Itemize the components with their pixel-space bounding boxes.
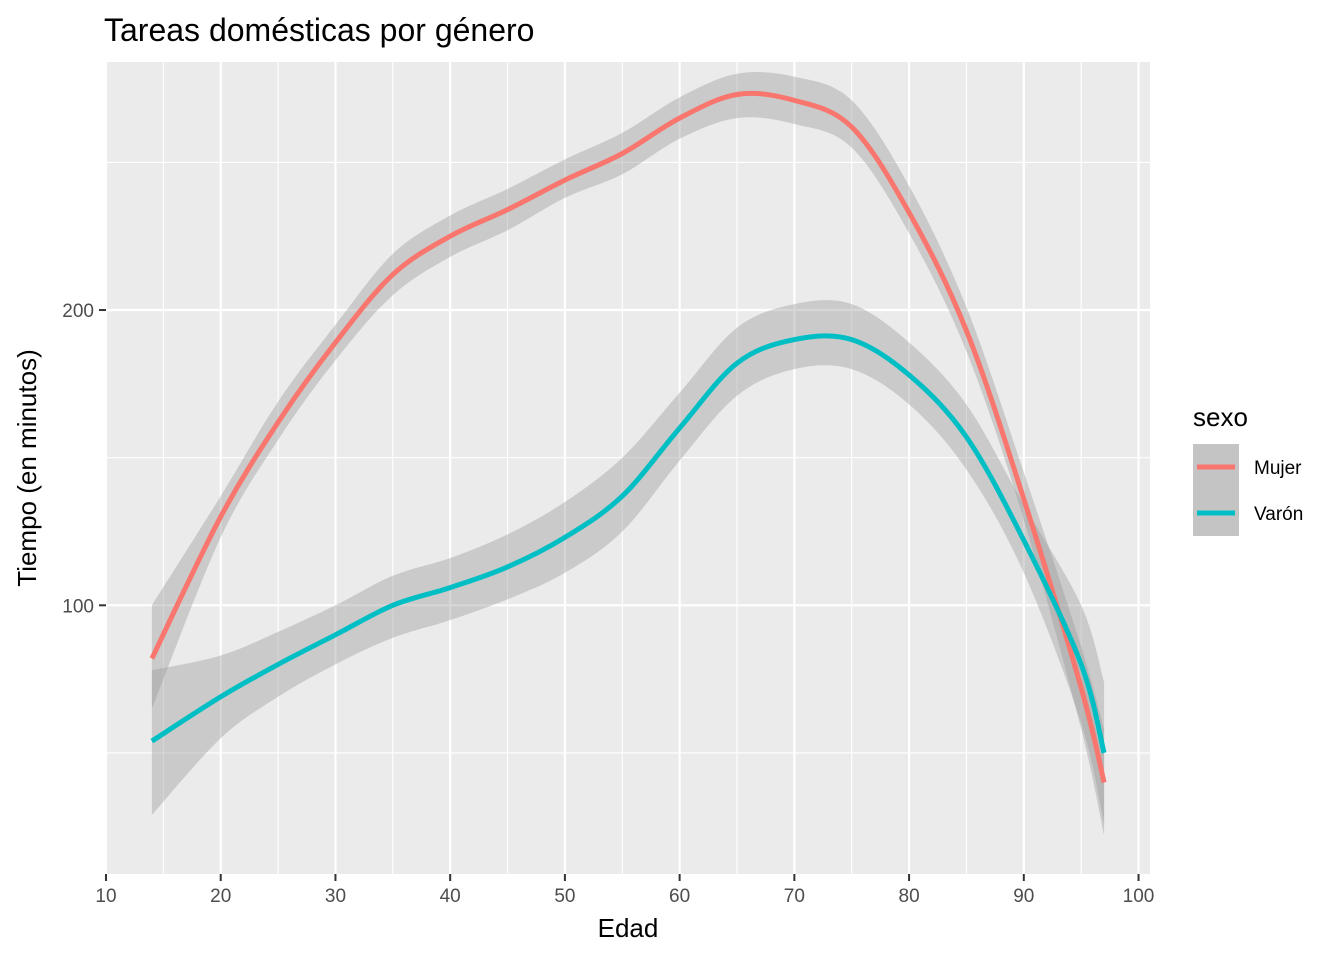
legend-title: sexo <box>1193 402 1248 432</box>
legend-label: Mujer <box>1254 458 1302 479</box>
x-tick-label: 70 <box>784 886 805 907</box>
x-tick-label: 80 <box>899 886 920 907</box>
series-line-varón <box>150 333 1107 754</box>
legend: sexo Mujer Varón <box>1193 402 1303 536</box>
x-axis: 10 20 30 40 50 60 70 80 90 100 <box>95 874 1154 907</box>
y-tick-label: 100 <box>62 596 94 617</box>
y-axis-title: Tiempo (en minutos) <box>12 349 42 586</box>
y-tick-label: 200 <box>62 301 94 322</box>
legend-item-varón: Varón <box>1193 490 1303 536</box>
series-line-mujer <box>149 90 1107 784</box>
chart-title: Tareas domésticas por género <box>104 12 534 48</box>
x-tick-label: 20 <box>210 886 231 907</box>
legend-item-mujer: Mujer <box>1193 444 1302 490</box>
legend-label: Varón <box>1254 504 1303 525</box>
series-lines <box>149 90 1107 784</box>
x-tick-label: 60 <box>669 886 690 907</box>
x-axis-title: Edad <box>598 913 659 943</box>
grid-major <box>104 62 1150 874</box>
ribbon-mujer <box>151 72 1105 836</box>
plot-panel <box>106 62 1150 874</box>
x-tick-label: 10 <box>95 886 116 907</box>
grid-minor <box>106 62 1150 874</box>
y-axis: 100 200 <box>62 301 106 617</box>
x-tick-label: 30 <box>325 886 346 907</box>
x-tick-label: 90 <box>1013 886 1034 907</box>
x-tick-label: 100 <box>1123 886 1155 907</box>
x-tick-label: 50 <box>554 886 575 907</box>
x-tick-label: 40 <box>440 886 461 907</box>
confidence-ribbons <box>151 72 1105 836</box>
legend-items: Mujer Varón <box>1193 444 1303 536</box>
